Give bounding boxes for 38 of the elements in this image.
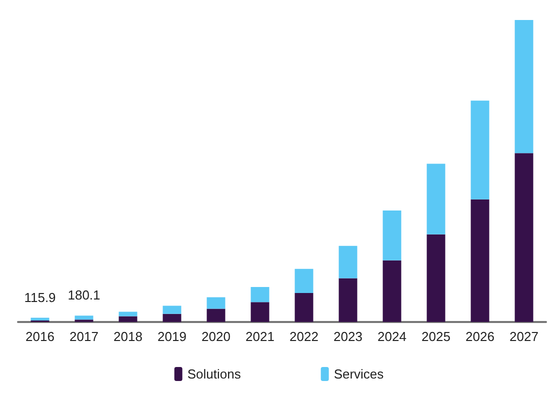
x-tick-label: 2022 — [290, 329, 318, 344]
bar — [338, 246, 358, 278]
x-tick-label: 2016 — [26, 329, 54, 344]
bar — [74, 316, 94, 320]
annotation: 115.9 — [24, 290, 56, 305]
bar — [426, 164, 446, 234]
bar — [338, 278, 358, 322]
bar — [30, 318, 50, 320]
x-tick-label: 2018 — [114, 329, 142, 344]
bar — [382, 260, 402, 322]
x-tick-label: 2019 — [158, 329, 186, 344]
bar — [250, 302, 270, 322]
x-tick-label: 2024 — [378, 329, 406, 344]
bar — [118, 312, 138, 316]
x-tick-label: 2023 — [334, 329, 362, 344]
legend-label: Services — [334, 366, 384, 382]
bar — [250, 286, 270, 302]
bar — [206, 297, 226, 309]
bar — [382, 210, 402, 260]
x-tick-label: 2025 — [422, 329, 450, 344]
bar — [514, 20, 534, 154]
x-tick-label: 2017 — [70, 329, 98, 344]
x-tick-label: 2027 — [510, 329, 538, 344]
bar — [514, 153, 534, 322]
x-tick-label: 2020 — [202, 329, 230, 344]
bar — [470, 100, 490, 200]
bar — [426, 234, 446, 322]
x-tick-label: 2021 — [246, 329, 274, 344]
bar — [162, 314, 182, 322]
bar — [206, 308, 226, 322]
bar — [470, 199, 490, 322]
legend-label: Solutions — [187, 366, 242, 382]
annotation: 180.1 — [68, 288, 100, 303]
x-tick-label: 2026 — [466, 329, 494, 344]
bar — [294, 268, 314, 294]
bar — [118, 316, 138, 322]
bar — [294, 293, 314, 322]
bar — [162, 306, 182, 314]
